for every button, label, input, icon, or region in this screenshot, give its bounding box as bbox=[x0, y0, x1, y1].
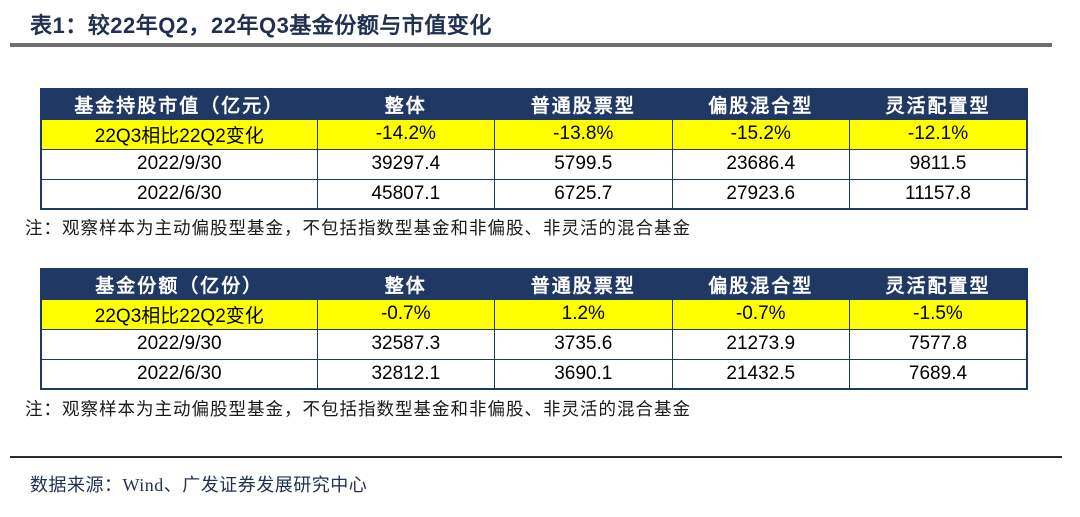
highlight-cell: -13.8% bbox=[494, 118, 673, 150]
table-title: 表1：较22年Q2，22年Q3基金份额与市值变化 bbox=[30, 13, 492, 38]
table-note: 注：观察样本为主动偏股型基金，不包括指数型基金和非偏股、非灵活的混合基金 bbox=[25, 218, 691, 238]
highlight-cell: -15.2% bbox=[671, 118, 850, 150]
column-header-metric: 基金份额（亿份） bbox=[40, 268, 318, 300]
row-date: 2022/6/30 bbox=[40, 178, 318, 210]
market-value-table: 基金持股市值（亿元） 整体 普通股票型 偏股混合型 灵活配置型 22Q3相比22… bbox=[40, 88, 1028, 210]
table-row: 2022/6/30 32812.1 3690.1 21432.5 7689.4 bbox=[40, 358, 1028, 390]
table-row: 2022/6/30 45807.1 6725.7 27923.6 11157.8 bbox=[40, 178, 1028, 210]
column-header-flexible: 灵活配置型 bbox=[848, 268, 1028, 300]
data-cell: 6725.7 bbox=[494, 178, 673, 210]
title-divider bbox=[10, 43, 1052, 47]
highlight-row: 22Q3相比22Q2变化 -14.2% -13.8% -15.2% -12.1% bbox=[40, 118, 1028, 150]
data-cell: 11157.8 bbox=[848, 178, 1028, 210]
data-cell: 3735.6 bbox=[494, 328, 673, 360]
data-cell: 7689.4 bbox=[848, 358, 1028, 390]
column-header-common-stock: 普通股票型 bbox=[494, 88, 673, 120]
highlight-cell: -0.7% bbox=[316, 298, 496, 330]
data-cell: 21432.5 bbox=[671, 358, 850, 390]
highlight-cell: 1.2% bbox=[494, 298, 673, 330]
fund-share-table: 基金份额（亿份） 整体 普通股票型 偏股混合型 灵活配置型 22Q3相比22Q2… bbox=[40, 268, 1028, 390]
column-header-flexible: 灵活配置型 bbox=[848, 88, 1028, 120]
table-row: 2022/9/30 39297.4 5799.5 23686.4 9811.5 bbox=[40, 148, 1028, 180]
row-date: 2022/9/30 bbox=[40, 148, 318, 180]
data-cell: 9811.5 bbox=[848, 148, 1028, 180]
data-cell: 27923.6 bbox=[671, 178, 850, 210]
data-cell: 32812.1 bbox=[316, 358, 496, 390]
data-cell: 7577.8 bbox=[848, 328, 1028, 360]
data-cell: 39297.4 bbox=[316, 148, 496, 180]
column-header-equity-mixed: 偏股混合型 bbox=[671, 88, 850, 120]
header-row: 基金份额（亿份） 整体 普通股票型 偏股混合型 灵活配置型 bbox=[40, 268, 1028, 300]
highlight-cell: -14.2% bbox=[316, 118, 496, 150]
highlight-cell: -1.5% bbox=[848, 298, 1028, 330]
column-header-metric: 基金持股市值（亿元） bbox=[40, 88, 318, 120]
column-header-overall: 整体 bbox=[316, 268, 496, 300]
header-row: 基金持股市值（亿元） 整体 普通股票型 偏股混合型 灵活配置型 bbox=[40, 88, 1028, 120]
highlight-row: 22Q3相比22Q2变化 -0.7% 1.2% -0.7% -1.5% bbox=[40, 298, 1028, 330]
highlight-cell: -0.7% bbox=[671, 298, 850, 330]
highlight-label: 22Q3相比22Q2变化 bbox=[40, 118, 318, 150]
data-cell: 32587.3 bbox=[316, 328, 496, 360]
data-source: 数据来源：Wind、广发证券发展研究中心 bbox=[30, 475, 368, 495]
column-header-overall: 整体 bbox=[316, 88, 496, 120]
data-cell: 3690.1 bbox=[494, 358, 673, 390]
highlight-label: 22Q3相比22Q2变化 bbox=[40, 298, 318, 330]
row-date: 2022/9/30 bbox=[40, 328, 318, 360]
table-row: 2022/9/30 32587.3 3735.6 21273.9 7577.8 bbox=[40, 328, 1028, 360]
data-cell: 5799.5 bbox=[494, 148, 673, 180]
data-cell: 21273.9 bbox=[671, 328, 850, 360]
row-date: 2022/6/30 bbox=[40, 358, 318, 390]
footer-divider bbox=[10, 456, 1062, 458]
column-header-common-stock: 普通股票型 bbox=[494, 268, 673, 300]
data-cell: 23686.4 bbox=[671, 148, 850, 180]
data-cell: 45807.1 bbox=[316, 178, 496, 210]
column-header-equity-mixed: 偏股混合型 bbox=[671, 268, 850, 300]
highlight-cell: -12.1% bbox=[848, 118, 1028, 150]
table-note: 注：观察样本为主动偏股型基金，不包括指数型基金和非偏股、非灵活的混合基金 bbox=[25, 399, 691, 419]
